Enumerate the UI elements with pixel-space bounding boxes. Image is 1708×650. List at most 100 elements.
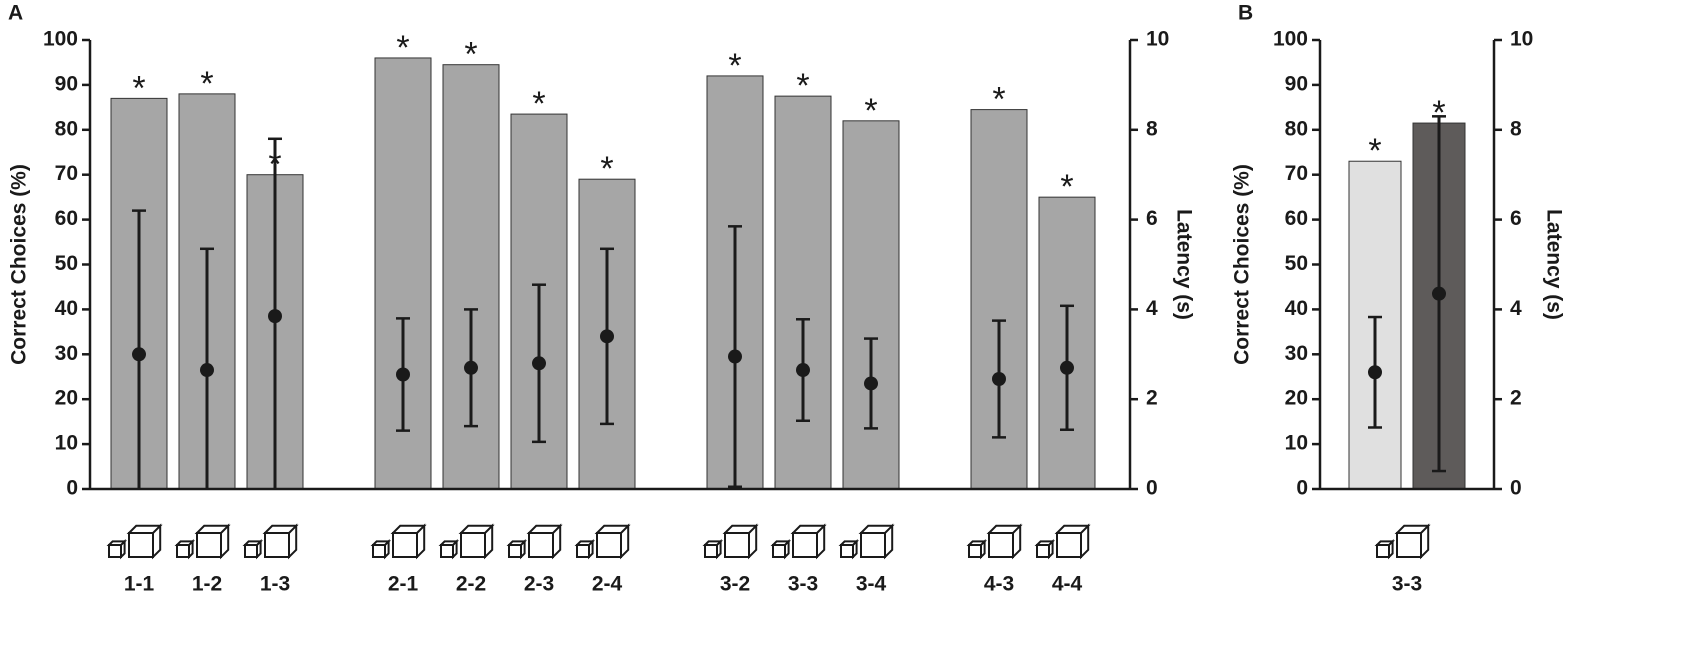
- latency-point: [200, 363, 214, 378]
- bar: [774, 95, 832, 490]
- cube-face: [262, 523, 299, 560]
- latency-point: [132, 347, 146, 362]
- cube-icon: [770, 538, 792, 560]
- y2-tick-label: 2: [1510, 387, 1522, 410]
- significance-star: *: [1060, 168, 1073, 206]
- cube-icon: [106, 538, 128, 560]
- cube-face: [106, 538, 128, 560]
- cube-icon: [1374, 538, 1396, 560]
- panel-label: B: [1238, 2, 1253, 25]
- cube-face: [1054, 523, 1091, 560]
- y-tick-label: 90: [55, 72, 78, 95]
- cube-face: [458, 523, 495, 560]
- y-tick-label: 90: [1285, 72, 1308, 95]
- y-tick-label: 60: [55, 207, 78, 230]
- cube-face: [790, 523, 827, 560]
- cube-face: [1376, 544, 1390, 558]
- cube-icon: [194, 523, 231, 560]
- latency-point: [796, 363, 810, 378]
- bar: [842, 120, 900, 490]
- y-tick-label: 10: [1285, 432, 1308, 455]
- significance-star: *: [728, 47, 741, 85]
- cube-face: [242, 538, 264, 560]
- cube-face: [988, 532, 1014, 558]
- cube-face: [840, 544, 854, 558]
- cube-face: [704, 544, 718, 558]
- significance-star: *: [992, 81, 1005, 119]
- y2-tick-label: 0: [1510, 477, 1522, 500]
- cube-face: [574, 538, 596, 560]
- x-tick-label: 2-3: [524, 573, 554, 596]
- cube-face: [770, 538, 792, 560]
- y2-tick-label: 8: [1146, 117, 1158, 140]
- cube-icon: [526, 523, 563, 560]
- y2-axis-label: Latency (s): [1542, 209, 1565, 320]
- cube-face: [126, 523, 163, 560]
- cube-face: [244, 544, 258, 558]
- y2-tick-label: 6: [1510, 207, 1522, 230]
- significance-star: *: [1432, 94, 1445, 132]
- x-tick-label: 1-2: [192, 573, 222, 596]
- y-tick-label: 70: [55, 162, 78, 185]
- cube-face: [174, 538, 196, 560]
- y-tick-label: 20: [1285, 387, 1308, 410]
- cube-face: [724, 532, 750, 558]
- cube-icon: [594, 523, 631, 560]
- cube-face: [460, 532, 486, 558]
- y-tick-label: 0: [1296, 477, 1308, 500]
- cube-face: [1374, 538, 1396, 560]
- cube-face: [860, 532, 886, 558]
- cube-icon: [1054, 523, 1091, 560]
- y-tick-label: 20: [55, 387, 78, 410]
- cube-face: [966, 538, 988, 560]
- significance-star: *: [1368, 132, 1381, 170]
- y-tick-label: 10: [55, 432, 78, 455]
- y-tick-label: 100: [1273, 28, 1308, 51]
- cube-icon: [370, 538, 392, 560]
- cube-icon: [438, 538, 460, 560]
- y-axis-label: Correct Choices (%): [8, 164, 31, 365]
- significance-star: *: [200, 65, 213, 103]
- cube-face: [390, 523, 427, 560]
- cube-face: [986, 523, 1023, 560]
- significance-star: *: [600, 150, 613, 188]
- cube-icon: [790, 523, 827, 560]
- cube-face: [596, 532, 622, 558]
- cube-face: [792, 532, 818, 558]
- cube-icon: [174, 538, 196, 560]
- cube-icon: [242, 538, 264, 560]
- cube-face: [196, 532, 222, 558]
- y2-tick-label: 2: [1146, 387, 1158, 410]
- y-tick-label: 50: [55, 252, 78, 275]
- cube-icon: [390, 523, 427, 560]
- y-tick-label: 50: [1285, 252, 1308, 275]
- latency-point: [992, 371, 1006, 386]
- significance-star: *: [796, 67, 809, 105]
- latency-point: [600, 329, 614, 344]
- y-tick-label: 80: [55, 117, 78, 140]
- x-tick-label: 4-4: [1052, 573, 1083, 596]
- cube-face: [108, 544, 122, 558]
- y2-tick-label: 0: [1146, 477, 1158, 500]
- cube-icon: [838, 538, 860, 560]
- cube-face: [526, 523, 563, 560]
- x-tick-label: 2-1: [388, 573, 419, 596]
- significance-star: *: [396, 29, 409, 67]
- latency-point: [1060, 360, 1074, 375]
- y2-tick-label: 6: [1146, 207, 1158, 230]
- y2-tick-label: 4: [1146, 297, 1158, 320]
- cube-face: [1394, 523, 1431, 560]
- significance-star: *: [532, 85, 545, 123]
- latency-point: [1432, 286, 1446, 301]
- y-tick-label: 80: [1285, 117, 1308, 140]
- cube-face: [370, 538, 392, 560]
- cube-face: [438, 538, 460, 560]
- cube-face: [968, 544, 982, 558]
- y2-tick-label: 10: [1510, 28, 1533, 51]
- cube-icon: [506, 538, 528, 560]
- y2-axis-label: Latency (s): [1172, 209, 1195, 320]
- cube-face: [264, 532, 290, 558]
- latency-point: [532, 356, 546, 371]
- cube-icon: [574, 538, 596, 560]
